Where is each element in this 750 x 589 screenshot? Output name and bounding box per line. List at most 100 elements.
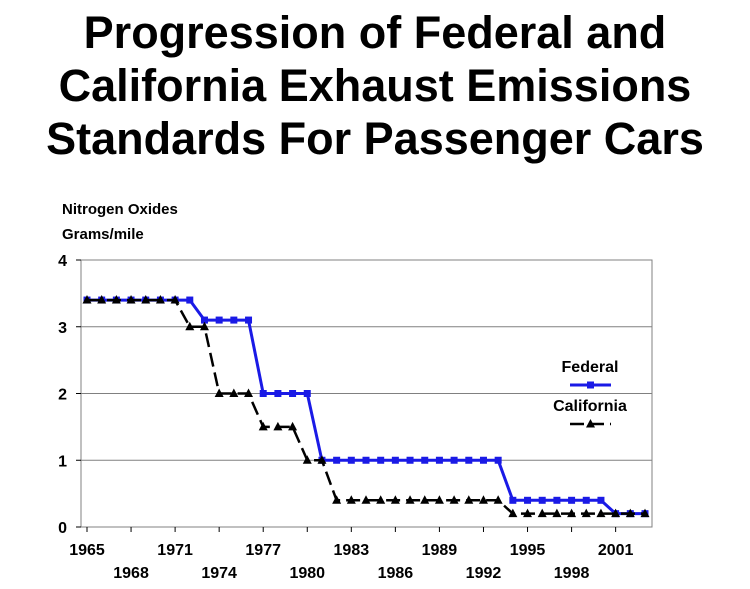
federal-point	[509, 496, 517, 504]
legend-marker-federal	[587, 381, 594, 389]
x-tick-label: 1986	[378, 565, 414, 582]
y-axis-label-line-2: Grams/mile	[62, 226, 144, 243]
federal-point	[186, 296, 194, 304]
federal-point	[377, 456, 385, 464]
x-tick-label: 1998	[554, 565, 590, 582]
federal-point	[289, 390, 297, 397]
california-point	[434, 495, 444, 504]
x-tick-label: 1974	[201, 565, 237, 582]
x-tick-label: 1992	[466, 565, 502, 582]
california-point	[361, 495, 371, 504]
x-tick-label: 1977	[245, 542, 281, 559]
california-point	[405, 495, 415, 504]
california-point	[214, 388, 224, 397]
federal-point	[391, 456, 399, 464]
california-point	[464, 495, 474, 504]
california-line	[87, 298, 645, 515]
california-point	[229, 388, 239, 397]
california-point	[199, 321, 209, 331]
california-point	[420, 495, 430, 504]
federal-point	[421, 456, 429, 464]
federal-point	[303, 390, 311, 397]
federal-point	[230, 316, 238, 324]
x-tick-label: 1995	[510, 542, 546, 559]
california-point	[273, 421, 283, 431]
y-tick-label: 0	[58, 520, 67, 537]
x-tick-label: 1983	[334, 542, 370, 559]
federal-point	[553, 496, 561, 504]
x-tick-label: 1965	[69, 542, 105, 559]
california-point	[155, 295, 165, 304]
california-point	[625, 508, 635, 518]
y-tick-label: 1	[58, 453, 67, 470]
federal-point	[568, 496, 576, 504]
california-point	[508, 508, 518, 518]
california-point	[97, 295, 107, 304]
california-point	[111, 295, 121, 304]
california-point	[288, 421, 298, 431]
california-point	[390, 495, 400, 504]
series-layer	[82, 295, 650, 518]
california-point	[567, 508, 577, 518]
federal-point	[465, 456, 473, 464]
california-point	[449, 495, 459, 504]
california-point	[478, 495, 488, 504]
federal-point	[362, 456, 370, 464]
california-point	[317, 455, 327, 464]
federal-point	[479, 456, 487, 464]
y-axis-label-line-1: Nitrogen Oxides	[62, 201, 178, 218]
x-tick-label: 1971	[157, 542, 193, 559]
x-tick-label: 1980	[289, 565, 325, 582]
federal-point	[524, 496, 532, 504]
x-tick-label: 1968	[113, 565, 149, 582]
legend-label-california: California	[553, 398, 627, 415]
california-point	[258, 421, 268, 431]
california-point	[82, 295, 92, 304]
x-tick-label: 1989	[422, 542, 458, 559]
california-point	[376, 495, 386, 504]
legend-marker-california	[586, 419, 595, 428]
federal-point	[435, 456, 443, 464]
federal-point	[200, 316, 208, 324]
legend-label-federal: Federal	[562, 359, 619, 376]
x-tick-label: 2001	[598, 542, 634, 559]
california-point	[611, 508, 621, 518]
federal-point	[582, 496, 590, 504]
chart-title: Progression of Federal and California Ex…	[0, 6, 750, 165]
california-point	[552, 508, 562, 518]
california-point	[493, 495, 503, 504]
federal-point	[274, 390, 282, 397]
federal-point	[347, 456, 355, 464]
series-california	[82, 295, 650, 518]
california-point	[170, 295, 180, 304]
california-point	[126, 295, 136, 304]
california-point	[185, 321, 195, 331]
california-point	[302, 455, 312, 464]
federal-point	[450, 456, 458, 464]
federal-point	[259, 390, 267, 397]
federal-point	[494, 456, 502, 464]
federal-point	[538, 496, 546, 504]
chart-title-line-2: California Exhaust Emissions	[58, 60, 692, 111]
y-tick-labels: 0 1 2 3 4	[58, 253, 81, 537]
california-point	[537, 508, 547, 518]
legend: Federal California	[553, 359, 627, 428]
federal-point	[245, 316, 253, 324]
california-point	[596, 508, 606, 518]
x-tick-labels: 1965 1968 1971 1974 1977 1980 1983 1986 1989 1992…	[69, 527, 634, 582]
chart-title-line-1: Progression of Federal and	[83, 7, 667, 58]
federal-point	[406, 456, 414, 464]
california-point	[640, 508, 650, 518]
california-point	[581, 508, 591, 518]
california-point	[346, 495, 356, 504]
y-tick-label: 2	[58, 387, 67, 404]
federal-point	[333, 456, 341, 464]
chart-title-line-3: Standards For Passenger Cars	[46, 113, 704, 164]
federal-point	[597, 496, 605, 504]
california-point	[244, 388, 254, 397]
y-tick-label: 4	[58, 253, 67, 270]
federal-point	[215, 316, 223, 324]
california-point	[523, 508, 533, 518]
california-point	[141, 295, 151, 304]
